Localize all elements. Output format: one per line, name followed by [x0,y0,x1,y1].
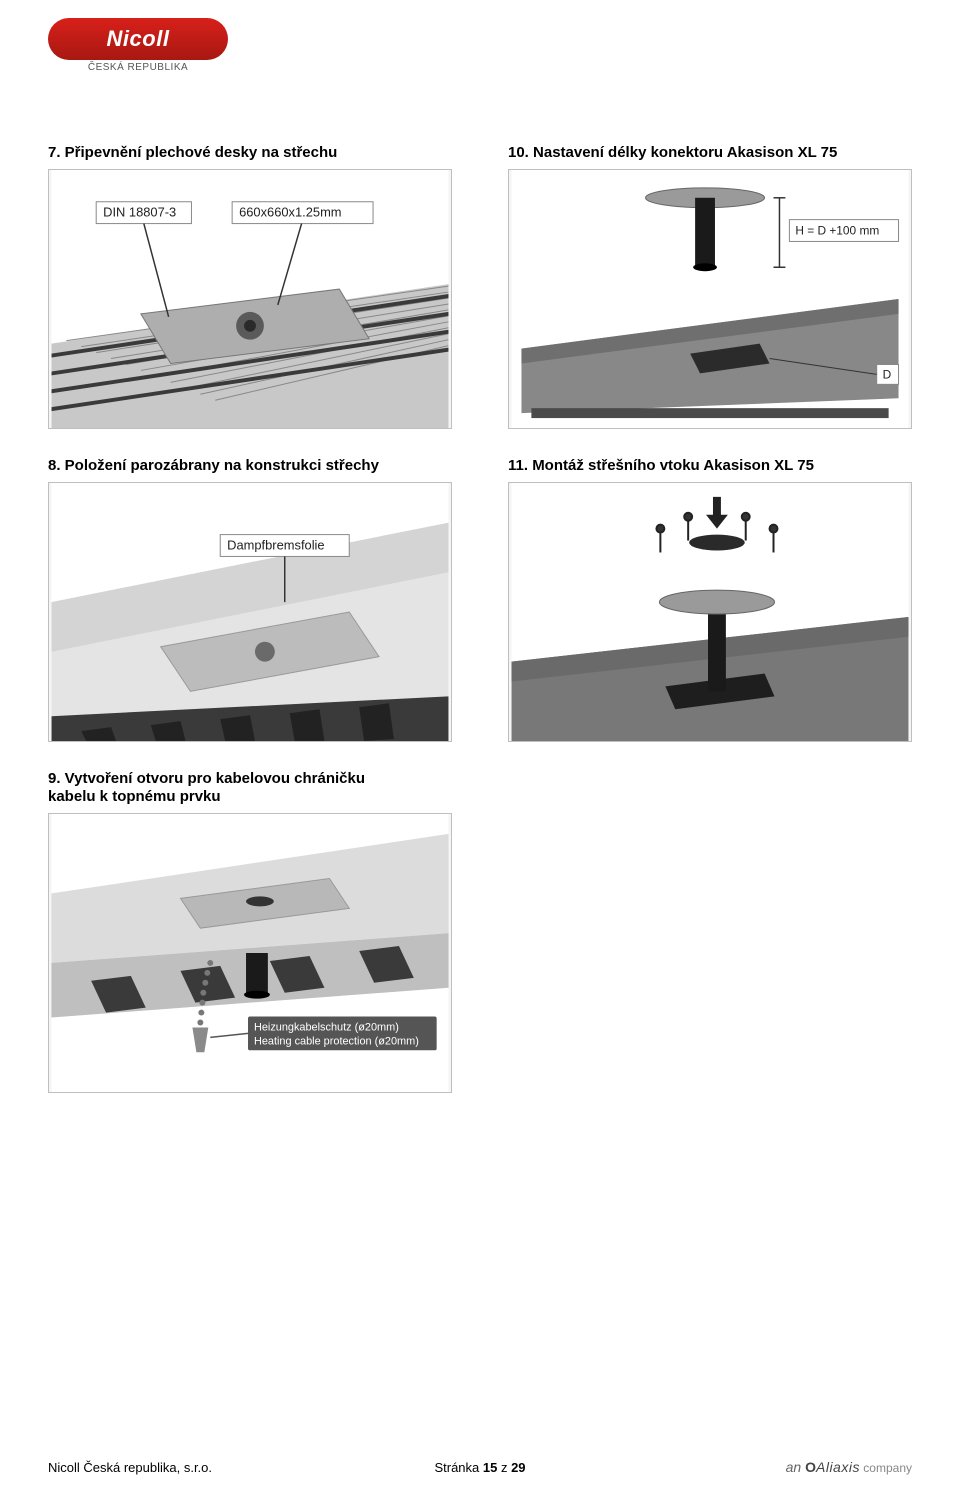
step-11: 11. Montáž střešního vtoku Akasison XL 7… [508,457,912,742]
step-9: 9. Vytvoření otvoru pro kabelovou chráni… [48,770,452,1094]
step-8-title: 8. Položení parozábrany na konstrukci st… [48,457,452,476]
page-footer: Nicoll Česká republika, s.r.o. Stránka 1… [48,1459,912,1475]
label-formula: H = D +100 mm [795,223,879,237]
content-grid: 7. Připevnění plechové desky na střechu [48,144,912,1093]
step-7-title: 7. Připevnění plechové desky na střechu [48,144,452,163]
brand-logo-text: Nicoll [107,26,170,52]
label-sheet: 660x660x1.25mm [239,204,341,219]
step-9-figure: Heizungkabelschutz (ø20mm) Heating cable… [48,813,452,1093]
label-d: D [883,367,892,381]
step-7-figure: DIN 18807-3 660x660x1.25mm [48,169,452,429]
step-10-title: 10. Nastavení délky konektoru Akasison X… [508,144,912,163]
aliaxis-o-icon: O [805,1459,816,1475]
step-7: 7. Připevnění plechové desky na střechu [48,144,452,429]
empty-cell [508,770,912,1094]
label-cable-en: Heating cable protection (ø20mm) [254,1035,419,1047]
brand-logo-pill: Nicoll [48,18,228,60]
step-8: 8. Položení parozábrany na konstrukci st… [48,457,452,742]
step-9-title: 9. Vytvoření otvoru pro kabelovou chráni… [48,770,408,808]
brand-logo-subtext: ČESKÁ REPUBLIKA [48,62,228,73]
footer-page: Stránka 15 z 29 [434,1460,525,1475]
step-11-figure [508,482,912,742]
label-cable-de: Heizungkabelschutz (ø20mm) [254,1021,399,1033]
step-11-title: 11. Montáž střešního vtoku Akasison XL 7… [508,457,912,476]
step-10-figure: H = D +100 mm D [508,169,912,429]
footer-company: Nicoll Česká republika, s.r.o. [48,1460,212,1475]
step-10: 10. Nastavení délky konektoru Akasison X… [508,144,912,429]
brand-logo: Nicoll ČESKÁ REPUBLIKA [48,18,228,74]
label-foil: Dampfbremsfolie [227,537,324,552]
label-din: DIN 18807-3 [103,204,176,219]
step-8-figure: Dampfbremsfolie [48,482,452,742]
footer-parent-brand: an OAliaxis company [786,1459,912,1475]
